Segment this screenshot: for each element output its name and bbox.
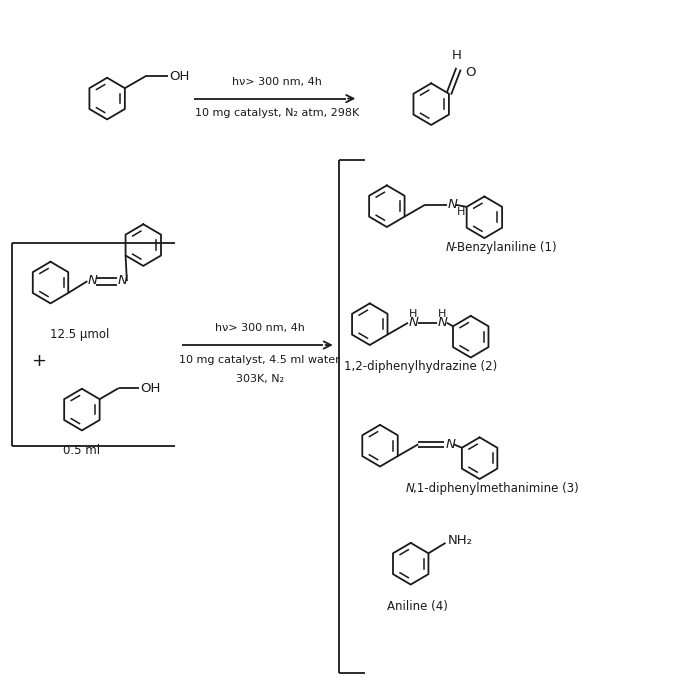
Text: hν> 300 nm, 4h: hν> 300 nm, 4h bbox=[214, 323, 305, 333]
Text: N: N bbox=[409, 316, 419, 328]
Text: -Benzylaniline (1): -Benzylaniline (1) bbox=[453, 241, 557, 254]
Text: 1,2-diphenylhydrazine (2): 1,2-diphenylhydrazine (2) bbox=[344, 360, 497, 374]
Text: N: N bbox=[406, 482, 414, 495]
Text: +: + bbox=[32, 352, 47, 370]
Text: N: N bbox=[447, 198, 458, 210]
Text: H: H bbox=[456, 207, 465, 217]
Text: H: H bbox=[438, 309, 447, 319]
Text: NH₂: NH₂ bbox=[447, 534, 473, 546]
Text: H: H bbox=[410, 309, 418, 319]
Text: OH: OH bbox=[140, 381, 161, 395]
Text: 12.5 μmol: 12.5 μmol bbox=[50, 328, 110, 341]
Text: 303K, N₂: 303K, N₂ bbox=[236, 374, 284, 384]
Text: 10 mg catalyst, 4.5 ml water: 10 mg catalyst, 4.5 ml water bbox=[179, 355, 340, 365]
Text: O: O bbox=[465, 66, 476, 79]
Text: 0.5 ml: 0.5 ml bbox=[63, 444, 101, 457]
Text: N: N bbox=[88, 274, 98, 287]
Text: ,1-diphenylmethanimine (3): ,1-diphenylmethanimine (3) bbox=[413, 482, 579, 495]
Text: OH: OH bbox=[169, 70, 190, 83]
Text: hν> 300 nm, 4h: hν> 300 nm, 4h bbox=[232, 77, 321, 87]
Text: 10 mg catalyst, N₂ atm, 298K: 10 mg catalyst, N₂ atm, 298K bbox=[195, 108, 359, 118]
Text: H: H bbox=[452, 49, 462, 63]
Text: N: N bbox=[446, 241, 455, 254]
Text: N: N bbox=[437, 316, 447, 328]
Text: N: N bbox=[445, 438, 456, 451]
Text: N: N bbox=[118, 274, 128, 287]
Text: Aniline (4): Aniline (4) bbox=[387, 600, 448, 613]
